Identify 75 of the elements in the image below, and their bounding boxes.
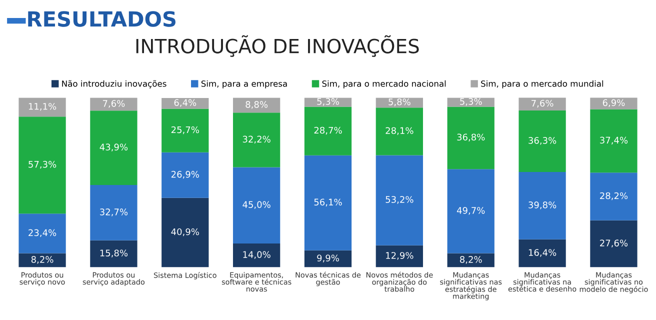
bar [518, 239, 566, 268]
data-label: 36,3% [528, 137, 556, 145]
data-label: 7,6% [102, 100, 125, 108]
data-label: 45,0% [242, 201, 270, 209]
data-label: 39,8% [528, 201, 556, 210]
bar [518, 172, 566, 240]
data-label: 8,2% [31, 256, 54, 264]
data-label: 9,9% [317, 254, 339, 262]
bar [162, 152, 209, 198]
data-label: 5,8% [388, 98, 410, 106]
bar [90, 185, 138, 240]
data-label: 56,1% [314, 198, 342, 206]
data-label: 53,2% [386, 196, 414, 204]
bar [376, 155, 424, 246]
data-label: 32,2% [242, 136, 270, 144]
legend-label: Sim, para o mercado mundial [481, 80, 604, 88]
bar [590, 109, 638, 173]
bar [232, 243, 280, 268]
bar [232, 112, 280, 168]
legend-label: Não introduziu inovações [62, 80, 166, 88]
bar [90, 110, 138, 186]
data-label: 28,1% [386, 127, 414, 135]
data-label: 11,1% [28, 102, 56, 111]
bar [376, 108, 424, 156]
data-label: 5,3% [460, 98, 482, 106]
data-label: 43,9% [100, 144, 128, 152]
data-label: 5,3% [317, 98, 339, 106]
data-label: 32,7% [100, 208, 128, 216]
data-label: 27,6% [600, 240, 628, 248]
bar [304, 155, 352, 250]
bar [232, 167, 280, 244]
data-label: 12,9% [386, 252, 414, 260]
bar [304, 106, 352, 156]
bar [518, 98, 566, 110]
bar [18, 98, 66, 117]
data-label: 6,9% [602, 99, 625, 107]
data-label: 7,6% [532, 100, 554, 108]
data-label: 37,4% [600, 136, 628, 145]
data-label: 8,2% [460, 256, 482, 264]
bar [90, 98, 138, 111]
data-label: 23,4% [28, 229, 56, 238]
data-label: 16,4% [528, 249, 556, 257]
data-label: 28,2% [600, 192, 628, 200]
chart-subtitle: INTRODUÇÃO DE INOVAÇÕES [136, 35, 419, 57]
data-label: 36,8% [457, 134, 485, 142]
bar [18, 116, 66, 214]
bar [162, 98, 209, 109]
bar [18, 214, 66, 254]
data-label: 6,4% [174, 99, 196, 107]
bar [590, 172, 638, 220]
bar [447, 169, 494, 254]
bar [518, 110, 566, 172]
bar [590, 220, 638, 268]
data-label: 14,0% [243, 251, 270, 259]
bar [162, 198, 209, 268]
bar [18, 253, 66, 268]
bar [232, 98, 280, 113]
chart-title: RESULTADOS [28, 11, 176, 27]
data-label: 57,3% [28, 160, 56, 169]
data-label: 26,9% [171, 170, 199, 179]
data-label: 15,8% [100, 250, 128, 258]
bar [304, 250, 352, 268]
bar [90, 240, 138, 268]
data-label: 28,7% [314, 126, 342, 135]
data-label: 49,7% [456, 206, 485, 215]
bar [447, 253, 494, 268]
legend-label: Sim, para o mercado nacional [322, 80, 446, 88]
data-label: 40,9% [171, 228, 199, 236]
bar [590, 98, 638, 110]
legend-label: Sim, para a empresa [201, 80, 287, 88]
bar [447, 106, 494, 170]
data-label: 8,8% [246, 101, 268, 109]
bar [376, 245, 424, 268]
data-label: 25,7% [171, 126, 199, 134]
bar [162, 108, 209, 152]
